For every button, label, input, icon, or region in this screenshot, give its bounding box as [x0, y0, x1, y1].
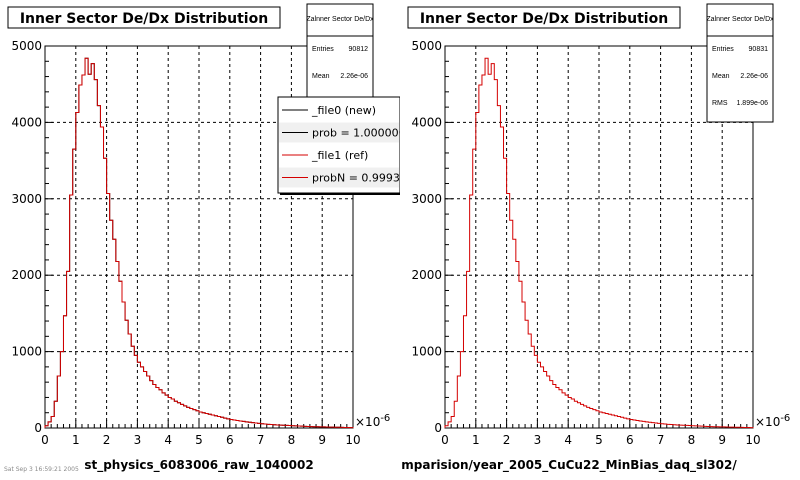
x-tick-label: 2: [503, 433, 511, 447]
stats-value-entries: 90831: [749, 46, 769, 53]
y-tick-label: 0: [434, 421, 442, 435]
stats-value-mean: 2.26e-06: [340, 73, 368, 80]
x-exponent-label: ×10-6: [355, 413, 390, 429]
chart-title: Inner Sector De/Dx Distribution: [20, 11, 268, 27]
x-tick-label: 6: [626, 433, 634, 447]
x-tick-label: 10: [745, 433, 760, 447]
histogram-panel-right: 0 1 2 3 4 5 6 7 8 9 10 0 1000 2000 3000 4000 5000 ×10-6 In…: [400, 0, 800, 480]
y-tick-label: 3000: [411, 192, 442, 206]
x-tick-label: 8: [288, 433, 296, 447]
x-tick-label: 10: [345, 433, 360, 447]
y-tick-label: 4000: [11, 115, 42, 129]
histogram-series--file1-ref-: [44, 57, 354, 429]
chart-title: Inner Sector De/Dx Distribution: [420, 11, 668, 27]
x-tick-label: 1: [472, 433, 480, 447]
histogram-canvas-left: 0 1 2 3 4 5 6 7 8 9 10 0 1000 2000 3000 4000 5000 ×10-6 In…: [7, 3, 400, 473]
title-box: [407, 6, 681, 29]
histogram-canvas-right: 0 1 2 3 4 5 6 7 8 9 10 0 1000 2000 3000 4000 5000 ×10-6 In…: [401, 3, 790, 473]
x-tick-label: 2: [103, 433, 111, 447]
x-tick-label: 4: [164, 433, 172, 447]
histogram-series-line0: [444, 57, 754, 429]
x-axis-label: mparision/year_2005_CuCu22_MinBias_daq_s…: [401, 458, 737, 473]
y-tick-label: 0: [34, 421, 42, 435]
legend-entry-text: probN = 0.99934: [312, 172, 400, 185]
legend-entry-text: _file1 (ref): [311, 149, 368, 162]
x-tick-label: 7: [657, 433, 665, 447]
x-tick-label: 3: [134, 433, 142, 447]
y-tick-label: 2000: [411, 268, 442, 282]
legend-entry-text: _file0 (new): [311, 104, 376, 117]
stats-box-title: Zalnner Sector De/Dx: [706, 16, 774, 23]
stats-box: [706, 3, 774, 123]
legend-entry-text: prob = 1.000000: [312, 127, 400, 140]
title-box: [7, 6, 281, 29]
x-tick-label: 5: [595, 433, 603, 447]
stats-box-title: Zalnner Sector De/Dx: [306, 16, 374, 23]
x-tick-label: 9: [718, 433, 726, 447]
x-tick-label: 9: [318, 433, 326, 447]
x-tick-label: 0: [41, 433, 49, 447]
x-tick-label: 5: [195, 433, 203, 447]
x-tick-label: 0: [441, 433, 449, 447]
y-tick-label: 1000: [411, 345, 442, 359]
stats-value-rms: 1.899e-06: [736, 100, 768, 107]
x-axis-label: st_physics_6083006_raw_1040002: [84, 458, 313, 473]
stats-label-rms: RMS: [712, 100, 728, 107]
footer-timestamp: Sat Sep 3 16:59:21 2005: [4, 466, 79, 473]
x-tick-label: 3: [534, 433, 542, 447]
stats-value-entries: 90812: [349, 46, 369, 53]
y-tick-label: 2000: [11, 268, 42, 282]
stats-label-mean: Mean: [312, 73, 330, 80]
x-tick-label: 4: [564, 433, 572, 447]
x-tick-label: 7: [257, 433, 265, 447]
stats-label-mean: Mean: [712, 73, 730, 80]
x-tick-label: 6: [226, 433, 234, 447]
x-tick-label: 1: [72, 433, 80, 447]
y-tick-label: 1000: [11, 345, 42, 359]
y-tick-label: 3000: [11, 192, 42, 206]
y-tick-label: 5000: [11, 39, 42, 53]
legend-row-bg: [279, 167, 399, 188]
y-tick-label: 5000: [411, 39, 442, 53]
histogram-panel-left: 0 1 2 3 4 5 6 7 8 9 10 0 1000 2000 3000 4000 5000 ×10-6 In…: [7, 3, 400, 473]
stats-value-mean: 2.26e-06: [740, 73, 768, 80]
y-tick-label: 4000: [411, 115, 442, 129]
stats-label-entries: Entries: [712, 46, 734, 53]
x-exponent-label: ×10-6: [755, 413, 790, 429]
stats-label-entries: Entries: [312, 46, 334, 53]
legend-row-bg: [279, 122, 399, 143]
x-tick-label: 8: [688, 433, 696, 447]
